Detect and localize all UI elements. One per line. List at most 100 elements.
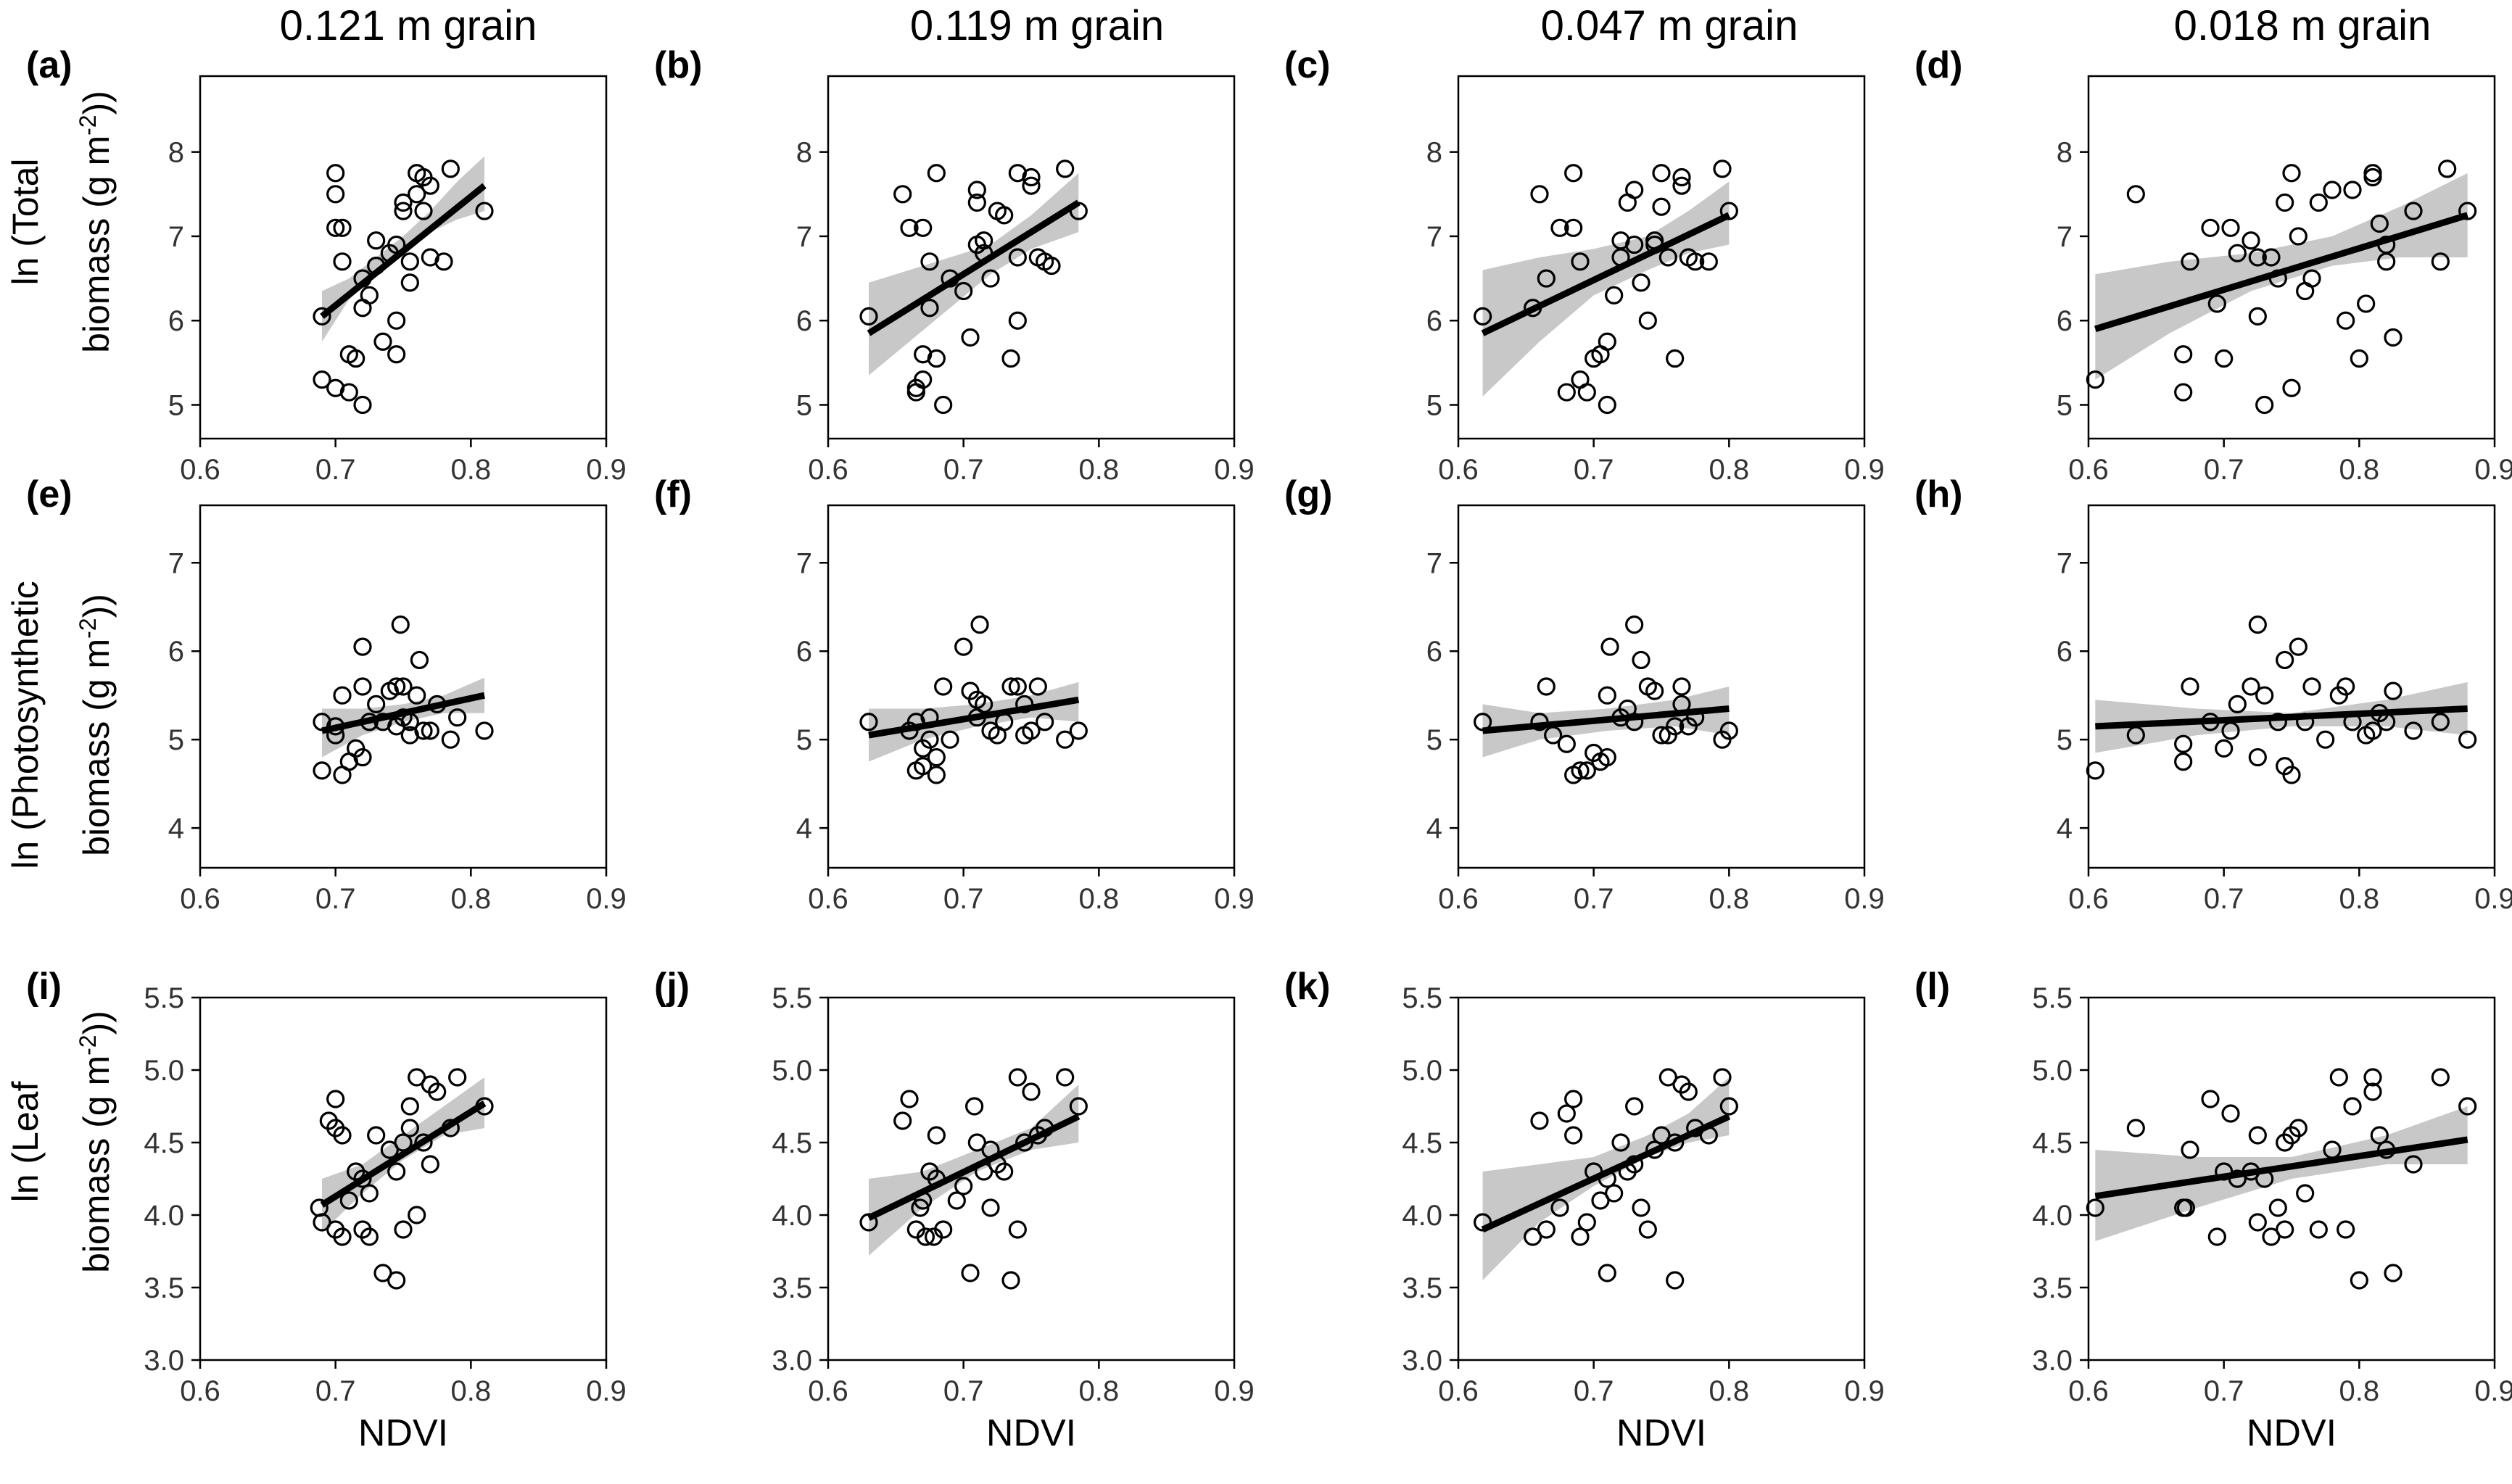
panel-g-point-13 [1600, 637, 1619, 656]
panel-h-point-18 [2289, 637, 2308, 656]
panel-d-point-2 [2126, 185, 2145, 204]
panel-b-xtick-label-1: 0.6 [808, 454, 848, 486]
panel-e-xtick-label-1: 0.6 [180, 883, 220, 915]
panel-l-label: (l) [1914, 966, 1950, 1008]
panel-d-ytick-label-2: 6 [2057, 305, 2073, 337]
panel-g-point-12 [1598, 686, 1616, 705]
panel-h-point-13 [2255, 686, 2274, 705]
panel-d-point-31 [2370, 214, 2389, 233]
panel-j-ytick-label-2: 3.5 [772, 1272, 812, 1304]
panel-l-point-30 [2370, 1126, 2389, 1145]
panel-b-ytick-label-3: 7 [796, 221, 812, 253]
column-titles: 0.121 m grain 0.119 m grain 0.047 m grai… [280, 2, 2432, 49]
panel-j-ytick-label-4: 4.5 [772, 1127, 812, 1159]
column-title-3: 0.047 m grain [1541, 2, 1798, 49]
panel-e-point-23 [408, 686, 426, 705]
panel-d-point-14 [2255, 395, 2274, 415]
panel-l-point-35 [2458, 1097, 2477, 1116]
panel-f-point-13 [954, 637, 973, 656]
panel-a-point-2 [313, 370, 331, 389]
panel-d-point-28 [2357, 294, 2376, 313]
panel-d-frame [2087, 75, 2496, 440]
panel-l-point-2 [2126, 1119, 2145, 1137]
panel-l-point-34 [2431, 1068, 2450, 1087]
panel-b-point-30 [1022, 167, 1041, 187]
panel-h-point-23 [2337, 677, 2355, 696]
panel-d-ci-band [2095, 173, 2468, 380]
panel-l-ytick-label-4: 4.5 [2032, 1127, 2073, 1159]
panel-h-point-14 [2268, 713, 2287, 731]
panel-k-point-23 [1652, 1126, 1671, 1145]
panel-k: (k) 0.6 0.7 0.8 0.9 3.0 3.5 4.0 4.5 5.0 5.5 NDVI [1284, 966, 1885, 1454]
panel-d-point-8 [2215, 349, 2234, 368]
panel-h-point-30 [2404, 721, 2423, 740]
panel-f-point-17 [970, 615, 989, 634]
panel-b-point-22 [981, 269, 1000, 288]
panel-a-point-4 [326, 218, 345, 237]
panel-a-point-17 [367, 231, 386, 250]
panel-b-point-33 [1042, 257, 1061, 275]
panel-f-point-9 [927, 766, 946, 784]
panel-d-point-5 [2181, 252, 2199, 271]
panel-k-point-2 [1524, 1227, 1542, 1246]
panel-a-point-23 [394, 202, 413, 220]
panel-d-point-15 [2262, 248, 2281, 267]
panel-i-point-28 [421, 1155, 439, 1174]
panel-c-point-26 [1652, 164, 1671, 183]
panel-i-point-14 [360, 1227, 379, 1246]
panel-i-point-9 [339, 1191, 358, 1210]
panel-f-xtick-label-3: 0.8 [1079, 883, 1120, 915]
panel-g-ytick-label-3: 6 [1426, 636, 1442, 668]
panel-h-ytick-label-4: 7 [2057, 547, 2073, 579]
panel-g-xtick-label-1: 0.6 [1438, 883, 1479, 915]
ylabel-row-2-line1: ln (Photosynthetic [5, 581, 46, 869]
panel-g-label: (g) [1284, 473, 1332, 515]
panel-c-point-8 [1564, 164, 1583, 183]
ylabel-row-3-line2: biomass (g m-2)) [75, 1011, 117, 1273]
panel-j-fit-line [867, 1113, 1081, 1222]
row-ylabels: ln (Total biomass (g m-2)) ln (Photosynt… [5, 91, 117, 1273]
panel-d-point-23 [2309, 193, 2328, 212]
panel-a-point-5 [326, 164, 345, 183]
panel-e-label: (e) [26, 473, 73, 515]
panel-j-point-26 [1015, 1133, 1034, 1152]
panel-f-ci-band [869, 681, 1079, 762]
panel-g-point-23 [1666, 717, 1685, 736]
panel-e-point-30 [475, 721, 494, 740]
panel-e-ytick-label-4: 7 [168, 547, 184, 579]
panel-d-point-11 [2242, 231, 2260, 250]
panel-e-point-24 [410, 650, 429, 670]
panel-a-xtick-label-3: 0.8 [451, 454, 492, 486]
panel-k-point-4 [1537, 1220, 1555, 1239]
panel-d-point-37 [2438, 159, 2457, 178]
panel-k-point-18 [1625, 1097, 1644, 1116]
panel-d-point-26 [2343, 181, 2362, 199]
panel-c-point-1 [1473, 307, 1492, 326]
panel-b-point-6 [914, 370, 933, 389]
panel-k-point-24 [1658, 1068, 1677, 1087]
panel-f-point-7 [920, 730, 939, 749]
panel-c-point-4 [1537, 269, 1555, 288]
panel-g-point-3 [1537, 677, 1555, 696]
panel-g-xtick-label-3: 0.8 [1709, 883, 1750, 915]
panel-l-point-18 [2276, 1220, 2294, 1239]
panel-k-xtick-label-2: 0.7 [1574, 1375, 1614, 1407]
panel-g-point-11 [1598, 747, 1616, 767]
panel-i-point-16 [373, 1264, 392, 1282]
panel-h-xtick-label-4: 0.9 [2474, 883, 2512, 915]
panel-g-xtick-label-2: 0.7 [1574, 883, 1614, 915]
panel-c-point-14 [1598, 395, 1616, 415]
panel-a-point-18 [373, 332, 392, 351]
panel-k-point-8 [1564, 1126, 1583, 1145]
panel-f-xtick-label-2: 0.7 [943, 883, 984, 915]
panel-l-point-33 [2404, 1155, 2423, 1174]
panel-i-label: (i) [26, 966, 62, 1008]
panel-a-point-24 [394, 193, 413, 212]
panel-c-ci-band [1482, 181, 1730, 397]
panel-c-point-3 [1530, 185, 1549, 204]
panel-f-label: (f) [654, 473, 692, 515]
panel-c-point-15 [1598, 332, 1616, 351]
panel-h-point-17 [2282, 766, 2301, 784]
panel-a-point-8 [333, 252, 352, 271]
panel-h-ytick-label-3: 6 [2057, 636, 2073, 668]
